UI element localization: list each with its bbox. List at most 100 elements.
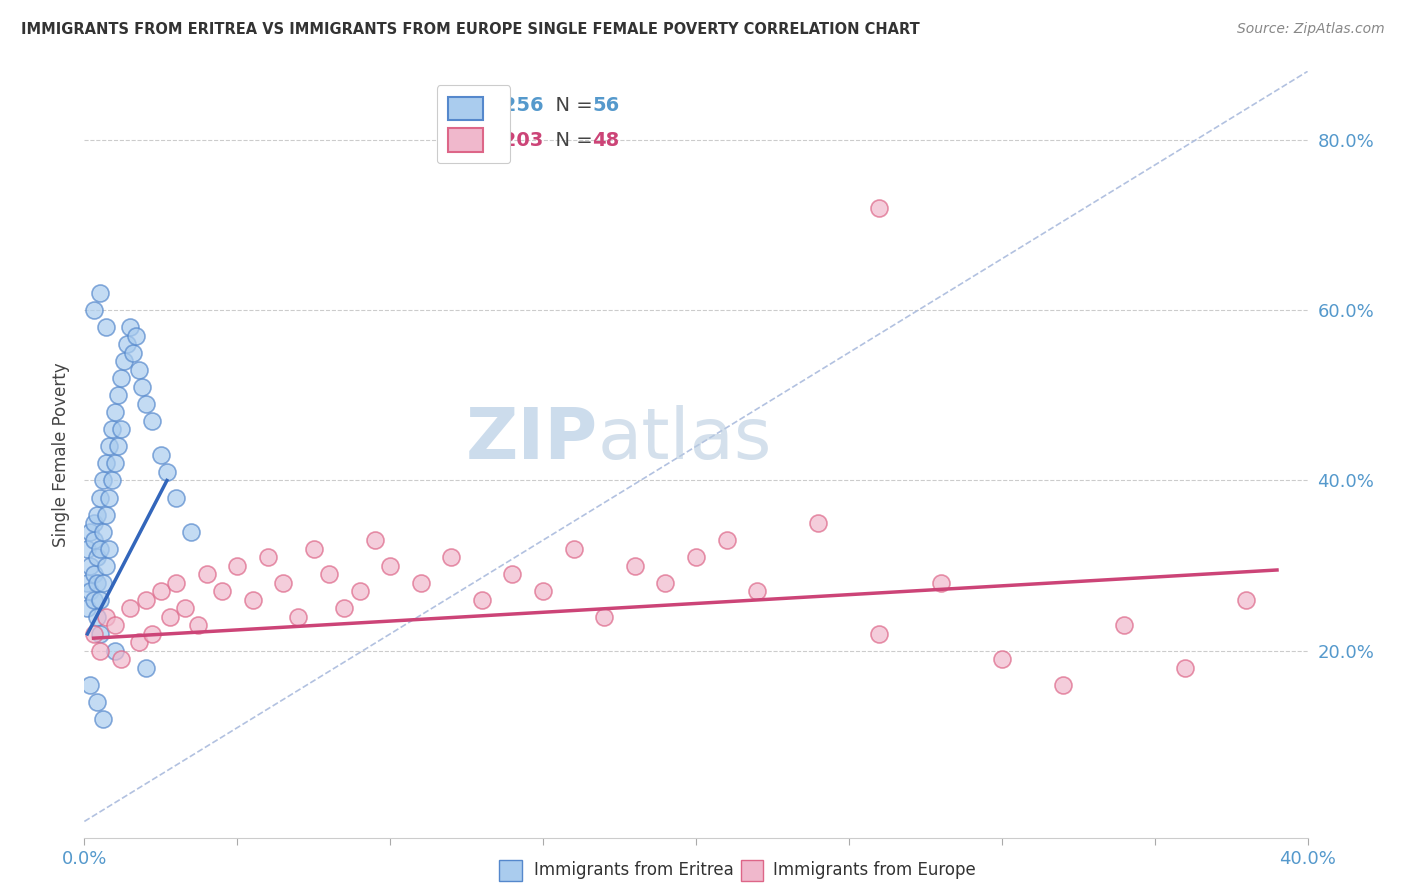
Point	[91, 524, 114, 539]
Point	[83, 516, 105, 530]
Point	[131, 380, 153, 394]
Point	[869, 201, 891, 215]
Point	[104, 644, 127, 658]
Point	[165, 575, 187, 590]
Text: Source: ZipAtlas.com: Source: ZipAtlas.com	[1237, 22, 1385, 37]
Point	[79, 678, 101, 692]
Point	[562, 541, 585, 556]
Text: IMMIGRANTS FROM ERITREA VS IMMIGRANTS FROM EUROPE SINGLE FEMALE POVERTY CORRELAT: IMMIGRANTS FROM ERITREA VS IMMIGRANTS FR…	[21, 22, 920, 37]
Point	[593, 610, 616, 624]
Text: Immigrants from Europe: Immigrants from Europe	[773, 861, 976, 879]
Point	[128, 635, 150, 649]
Point	[271, 575, 294, 590]
Text: 0.203: 0.203	[482, 131, 543, 150]
Point	[91, 712, 114, 726]
Point	[76, 541, 98, 556]
Point	[110, 422, 132, 436]
Point	[149, 584, 172, 599]
Point	[624, 558, 647, 573]
Point	[86, 575, 108, 590]
Point	[149, 448, 172, 462]
Point	[302, 541, 325, 556]
Point	[440, 550, 463, 565]
Point	[287, 610, 309, 624]
Point	[104, 405, 127, 419]
Point	[112, 354, 135, 368]
Point	[91, 575, 114, 590]
Text: R =: R =	[446, 131, 488, 150]
Point	[110, 371, 132, 385]
Point	[531, 584, 554, 599]
Point	[89, 541, 111, 556]
Text: 56: 56	[592, 96, 619, 115]
Point	[94, 508, 117, 522]
Point	[929, 575, 952, 590]
Point	[257, 550, 280, 565]
Point	[107, 439, 129, 453]
Point	[101, 422, 124, 436]
Point	[83, 627, 105, 641]
Point	[654, 575, 676, 590]
Point	[211, 584, 233, 599]
Point	[1236, 592, 1258, 607]
Point	[1174, 661, 1197, 675]
Point	[165, 491, 187, 505]
Point	[128, 362, 150, 376]
Point	[97, 491, 120, 505]
Point	[409, 575, 432, 590]
Text: atlas: atlas	[598, 405, 772, 474]
Point	[94, 610, 117, 624]
Point	[115, 337, 138, 351]
Point	[807, 516, 830, 530]
Point	[685, 550, 707, 565]
Point	[349, 584, 371, 599]
Point	[104, 457, 127, 471]
Point	[86, 695, 108, 709]
Point	[107, 388, 129, 402]
Point	[94, 457, 117, 471]
Point	[94, 558, 117, 573]
Point	[1114, 618, 1136, 632]
Text: N =: N =	[543, 131, 599, 150]
Point	[471, 592, 494, 607]
Point	[83, 533, 105, 548]
Point	[180, 524, 202, 539]
Point	[242, 592, 264, 607]
Point	[76, 575, 98, 590]
Point	[716, 533, 738, 548]
Point	[156, 465, 179, 479]
Point	[86, 550, 108, 565]
Point	[104, 618, 127, 632]
Point	[89, 285, 111, 300]
Point	[122, 345, 145, 359]
Point	[159, 610, 181, 624]
Point	[89, 491, 111, 505]
Text: 48: 48	[592, 131, 619, 150]
Point	[83, 592, 105, 607]
Point	[318, 567, 340, 582]
Point	[186, 618, 208, 632]
Point	[141, 627, 163, 641]
Legend: , : ,	[437, 85, 510, 163]
Point	[333, 601, 356, 615]
Point	[120, 320, 142, 334]
Text: R =: R =	[446, 96, 488, 115]
Point	[226, 558, 249, 573]
Point	[79, 524, 101, 539]
Point	[76, 601, 98, 615]
Point	[380, 558, 402, 573]
Point	[86, 508, 108, 522]
Point	[89, 644, 111, 658]
Text: 0.256: 0.256	[482, 96, 544, 115]
Text: ZIP: ZIP	[465, 405, 598, 474]
Point	[991, 652, 1014, 666]
Point	[97, 541, 120, 556]
Text: N =: N =	[543, 96, 599, 115]
Point	[110, 652, 132, 666]
Point	[135, 661, 157, 675]
Point	[869, 627, 891, 641]
Point	[89, 627, 111, 641]
Point	[125, 328, 148, 343]
Point	[94, 320, 117, 334]
Point	[79, 584, 101, 599]
